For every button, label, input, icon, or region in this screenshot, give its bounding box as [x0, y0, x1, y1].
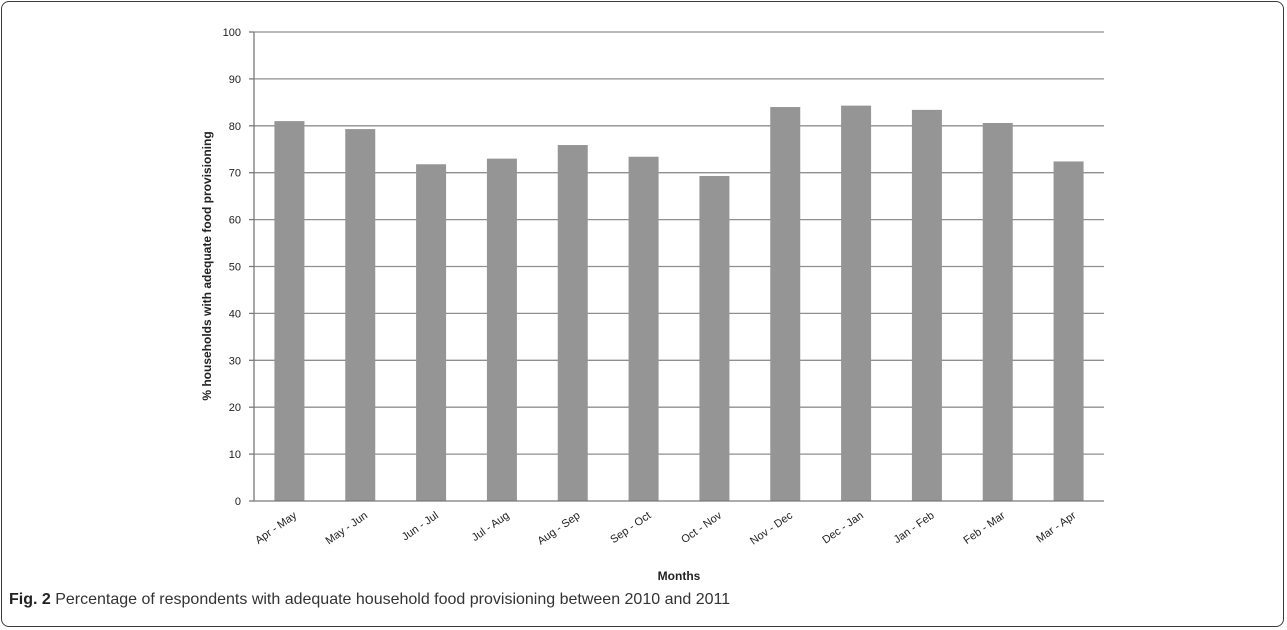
x-axis-title: Months: [658, 569, 701, 583]
y-tick-label: 10: [229, 449, 241, 461]
x-tick-labels: Apr - May May - Jun Jun - Jul Jul - Aug Aug …: [253, 509, 1078, 547]
bar-chart: 0 10 20 30 40 50 60 70 80 90 100 Apr - May May - Ju…: [200, 27, 1104, 583]
x-tick-label: Aug - Sep: [536, 510, 583, 548]
bar: [1053, 161, 1084, 501]
figure-caption: Fig. 2 Percentage of respondents with ad…: [9, 591, 730, 609]
y-axis-title: % households with adequate food provisio…: [200, 131, 214, 400]
bar: [628, 156, 659, 501]
x-tick-label: Feb - Mar: [962, 509, 1008, 546]
figure-caption-text: Percentage of respondents with adequate …: [55, 591, 731, 608]
bar: [557, 145, 588, 502]
bar: [841, 105, 872, 502]
bar: [274, 121, 305, 502]
y-tick-label: 70: [229, 168, 241, 180]
x-tick-label: Jan - Feb: [892, 510, 937, 546]
x-tick-label: May - Jun: [324, 510, 370, 548]
bar: [911, 109, 942, 501]
x-tick-label: Jul - Aug: [470, 510, 512, 544]
bar: [699, 175, 730, 501]
x-tick-label: Sep - Oct: [608, 510, 653, 546]
y-tick-label: 20: [229, 402, 241, 414]
y-tick-label: 90: [229, 74, 241, 86]
bar: [345, 129, 376, 501]
bar: [486, 158, 517, 501]
x-tick-label: Mar - Apr: [1034, 509, 1078, 545]
y-tick-labels: 0 10 20 30 40 50 60 70 80 90 100: [223, 27, 241, 508]
x-tick-label: Jun - Jul: [400, 510, 441, 544]
y-tick-label: 40: [229, 308, 241, 320]
bar: [770, 107, 801, 501]
x-tick-label: Apr - May: [253, 509, 299, 546]
y-tick-label: 0: [235, 496, 241, 508]
y-tick-label: 80: [229, 121, 241, 133]
x-tick-label: Dec - Jan: [820, 510, 865, 547]
axes: [249, 31, 1104, 502]
gridlines: [254, 31, 1104, 455]
x-tick-label: Nov - Dec: [748, 509, 795, 547]
y-tick-label: 30: [229, 355, 241, 367]
bar: [982, 122, 1013, 502]
y-tick-label: 50: [229, 262, 241, 274]
y-tick-label: 60: [229, 215, 241, 227]
bars: [274, 105, 1084, 502]
y-tick-label: 100: [223, 27, 241, 39]
x-tick-label: Oct - Nov: [679, 509, 724, 546]
bar: [416, 164, 447, 501]
figure-label: Fig. 2: [9, 591, 51, 608]
